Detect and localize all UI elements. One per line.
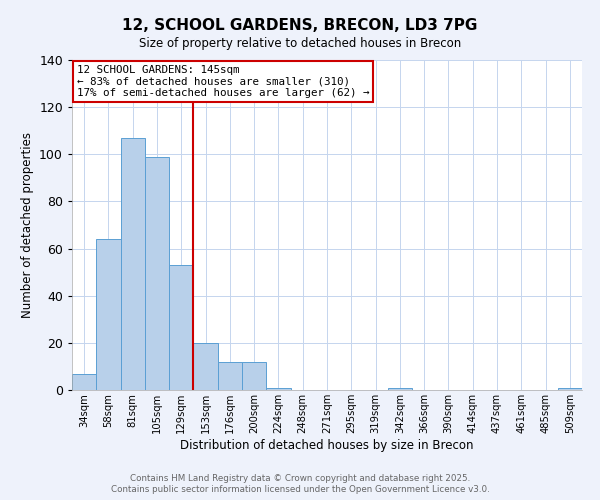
Bar xyxy=(388,388,412,390)
Bar xyxy=(169,265,193,390)
Text: Contains HM Land Registry data © Crown copyright and database right 2025.
Contai: Contains HM Land Registry data © Crown c… xyxy=(110,474,490,494)
Text: 12, SCHOOL GARDENS, BRECON, LD3 7PG: 12, SCHOOL GARDENS, BRECON, LD3 7PG xyxy=(122,18,478,32)
X-axis label: Distribution of detached houses by size in Brecon: Distribution of detached houses by size … xyxy=(180,438,474,452)
Text: 12 SCHOOL GARDENS: 145sqm
← 83% of detached houses are smaller (310)
17% of semi: 12 SCHOOL GARDENS: 145sqm ← 83% of detac… xyxy=(77,65,370,98)
Bar xyxy=(242,362,266,390)
Bar xyxy=(145,156,169,390)
Bar xyxy=(558,388,582,390)
Bar xyxy=(96,239,121,390)
Bar xyxy=(193,343,218,390)
Bar xyxy=(121,138,145,390)
Bar xyxy=(218,362,242,390)
Y-axis label: Number of detached properties: Number of detached properties xyxy=(20,132,34,318)
Bar xyxy=(266,388,290,390)
Text: Size of property relative to detached houses in Brecon: Size of property relative to detached ho… xyxy=(139,38,461,51)
Bar xyxy=(72,374,96,390)
